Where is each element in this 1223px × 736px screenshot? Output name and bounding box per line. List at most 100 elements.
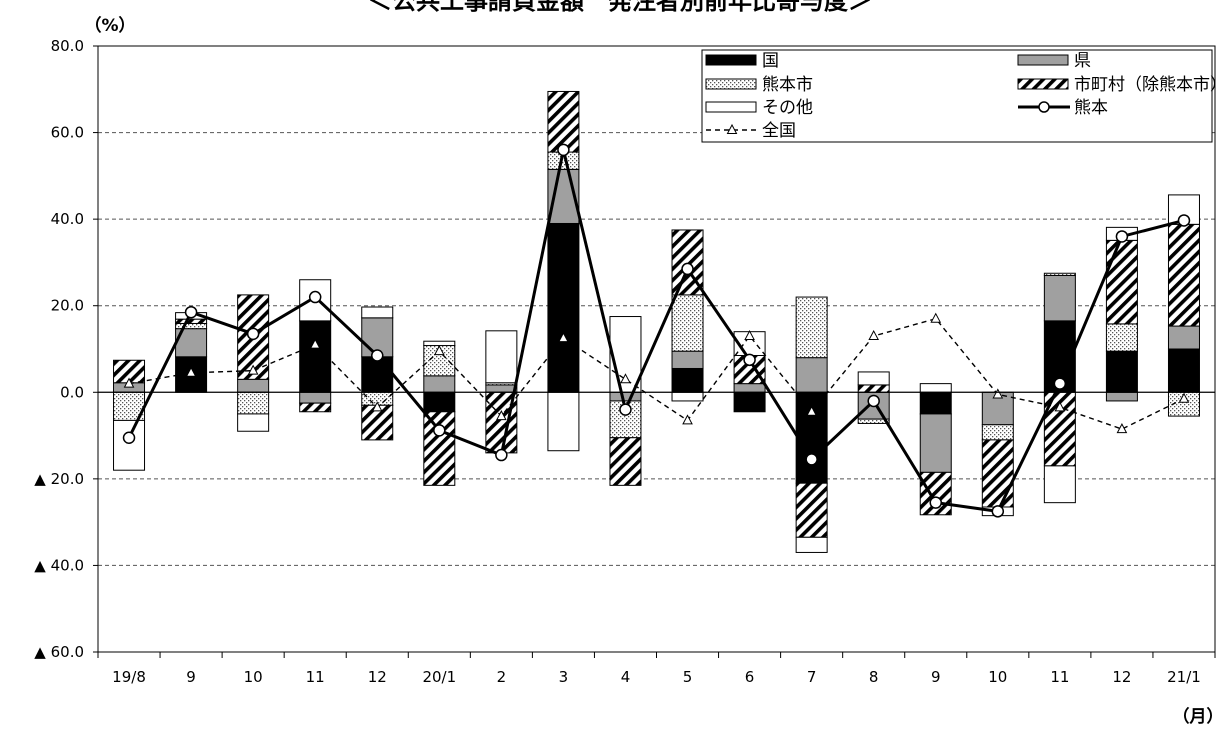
bar-segment [1106,240,1137,324]
bars-layer [114,91,1200,552]
bar-segment [734,384,765,393]
chart-title: ＜公共工事請負金額 発注者別前年比寄与度＞ [368,0,872,15]
bar-segment [672,295,703,351]
data-point [620,404,631,415]
data-point [806,454,817,465]
x-tick-label: 12 [368,668,387,686]
data-point [558,144,569,155]
legend-label: 県 [1074,51,1091,71]
legend-label: 国 [762,51,779,71]
data-point [682,263,693,274]
y-tick-label: 20.0 [51,297,84,315]
data-point [1178,215,1189,226]
legend-marker [1039,102,1049,112]
y-tick-label: 60.0 [51,124,84,142]
legend-label: 全国 [762,121,796,141]
y-tick-label: 0.0 [60,383,84,401]
legend-swatch [1018,79,1068,89]
series-line [129,150,1184,511]
data-point [868,395,879,406]
data-point [496,450,507,461]
bar-segment [486,331,517,383]
bar-segment [796,483,827,537]
bar-segment [920,384,951,393]
bar-segment [238,379,269,392]
x-tick-label: 21/1 [1167,668,1201,686]
bar-segment [1106,392,1137,401]
bar-segment [734,392,765,411]
bar-segment [424,392,455,411]
data-point [992,506,1003,517]
legend-swatch [1018,55,1068,65]
data-point [186,307,197,318]
data-point [1054,378,1065,389]
bar-segment [114,420,145,470]
legend-label: 市町村（除熊本市） [1074,75,1223,95]
bar-segment [796,537,827,552]
bar-segment [1106,324,1137,351]
x-tick-label: 11 [306,668,325,686]
data-point [372,350,383,361]
legend-label: 熊本市 [762,75,813,95]
data-point [310,292,321,303]
bar-segment [176,323,207,328]
legend-swatch [706,55,756,65]
x-tick-label: 10 [988,668,1007,686]
bar-segment [424,341,455,345]
x-tick-label: 5 [683,668,693,686]
y-tick-label: 40.0 [51,210,84,228]
bar-segment [1044,466,1075,503]
bar-segment [548,223,579,392]
bar-segment [920,392,951,414]
bar-segment [176,319,207,323]
x-tick-label: 4 [621,668,631,686]
bar-segment [610,392,641,401]
x-tick-label: 19/8 [112,668,146,686]
bar-segment [858,372,889,385]
bar-segment [238,392,269,414]
x-tick-label: 9 [186,668,196,686]
series-line [129,319,1184,429]
bar-segment [362,357,393,392]
bar-segment [672,368,703,392]
legend-swatch [706,79,756,89]
bar-segment [362,307,393,318]
bar-segment [858,385,889,392]
bar-segment [1044,273,1075,275]
y-tick-label: ▲ 60.0 [34,643,84,661]
bar-segment [672,392,703,401]
x-axis-unit-label: （月） [1173,706,1223,727]
bar-segment [672,351,703,368]
y-tick-label: 80.0 [51,37,84,55]
x-tick-label: 8 [869,668,879,686]
bar-segment [424,412,455,486]
x-tick-label: 3 [559,668,569,686]
x-tick-label: 10 [244,668,263,686]
bar-segment [1168,224,1199,326]
bar-segment [1044,275,1075,320]
bar-segment [1168,349,1199,392]
data-point [931,314,940,323]
data-point [683,415,692,424]
lines-layer [124,144,1190,516]
legend-label: 熊本 [1074,98,1108,118]
bar-segment [424,376,455,392]
x-tick-label: 11 [1050,668,1069,686]
bar-segment [982,440,1013,507]
y-axis-unit-label: （%） [84,15,135,36]
data-point [744,354,755,365]
y-tick-label: ▲ 40.0 [34,556,84,574]
x-tick-label: 7 [807,668,817,686]
bar-segment [300,403,331,412]
legend-label: その他 [762,98,813,118]
bar-segment [610,438,641,486]
bar-segment [796,358,827,393]
data-point [124,432,135,443]
x-tick-label: 6 [745,668,755,686]
bar-segment [548,91,579,152]
bar-segment [920,414,951,472]
bar-segment [796,297,827,358]
